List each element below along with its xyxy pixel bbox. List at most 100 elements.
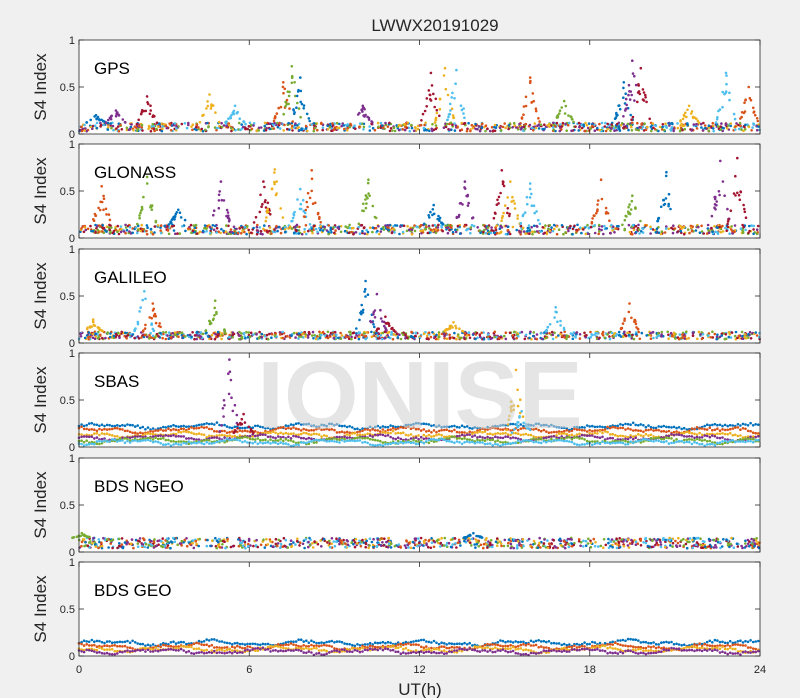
data-point [681, 333, 684, 336]
data-point [179, 425, 183, 428]
data-point [255, 232, 259, 236]
data-point [495, 224, 499, 227]
data-point [614, 334, 618, 338]
data-point [416, 127, 420, 131]
data-point [273, 180, 276, 184]
y-axis-label: S4 Index [31, 53, 50, 121]
data-point [452, 116, 455, 120]
data-point [112, 334, 116, 338]
data-point [265, 333, 269, 337]
data-point [544, 224, 547, 227]
data-point [621, 423, 625, 427]
data-point [430, 84, 434, 87]
data-point [120, 128, 124, 131]
data-point [597, 232, 600, 236]
data-point [133, 431, 137, 435]
data-point [697, 330, 701, 334]
data-point [665, 170, 668, 174]
data-point [335, 121, 339, 125]
data-point [141, 129, 144, 132]
data-point [614, 426, 617, 429]
data-point [492, 216, 496, 220]
data-point [278, 333, 282, 336]
data-point [681, 128, 684, 132]
y-tick-label: 0 [69, 129, 75, 141]
data-point [361, 231, 364, 235]
data-point [126, 423, 129, 426]
data-point [423, 109, 427, 113]
data-point [490, 229, 493, 232]
data-point [447, 327, 450, 331]
data-point [176, 232, 179, 235]
data-point [198, 230, 202, 234]
data-point [171, 331, 175, 335]
data-point [281, 330, 284, 334]
data-point [755, 228, 759, 231]
data-point [261, 202, 264, 206]
data-point [658, 125, 662, 129]
data-point [97, 206, 100, 210]
data-point [752, 122, 755, 125]
data-point [187, 427, 191, 431]
data-point [644, 432, 648, 436]
data-point [736, 336, 739, 340]
data-point [215, 436, 219, 439]
data-point [743, 125, 746, 129]
data-point [303, 227, 307, 231]
data-point [679, 119, 682, 123]
data-point [314, 227, 318, 231]
data-point [153, 313, 156, 317]
data-point [746, 429, 750, 433]
data-point [102, 208, 105, 212]
data-point [288, 128, 291, 131]
data-point [225, 214, 228, 218]
data-point [304, 124, 308, 128]
panel-name: GLONASS [94, 163, 176, 182]
data-point [591, 217, 594, 220]
data-point [448, 128, 452, 131]
data-point [460, 108, 464, 112]
data-point [541, 226, 545, 229]
data-point [184, 335, 187, 338]
data-point [98, 424, 101, 428]
data-point [194, 223, 198, 227]
data-point [719, 230, 723, 234]
data-point [246, 436, 249, 439]
data-point [185, 126, 189, 130]
data-point [97, 118, 101, 121]
data-point [665, 430, 668, 434]
data-point [363, 232, 367, 235]
data-point [190, 125, 193, 128]
data-point [303, 230, 306, 234]
data-point [299, 100, 303, 104]
data-point [360, 333, 364, 337]
data-point [241, 426, 244, 430]
data-point [121, 439, 124, 442]
data-point [326, 334, 329, 338]
data-point [748, 224, 751, 228]
data-point [167, 438, 170, 442]
data-point [263, 121, 267, 125]
data-point [465, 228, 468, 232]
data-point [80, 439, 83, 443]
data-point [99, 123, 103, 127]
data-point [671, 231, 675, 235]
data-point [666, 330, 669, 334]
data-point [353, 336, 357, 340]
data-point [232, 232, 235, 235]
data-point [555, 232, 559, 236]
data-point [217, 206, 221, 210]
data-point [363, 290, 366, 293]
data-point [644, 428, 648, 432]
data-point [264, 219, 268, 223]
data-point [716, 231, 719, 234]
data-point [231, 111, 235, 114]
data-point [545, 232, 549, 236]
data-point [350, 230, 354, 234]
data-point [214, 336, 218, 339]
data-point [467, 201, 471, 205]
data-point [302, 107, 306, 110]
data-point [434, 118, 438, 122]
data-point [636, 91, 640, 94]
data-point [140, 223, 143, 227]
